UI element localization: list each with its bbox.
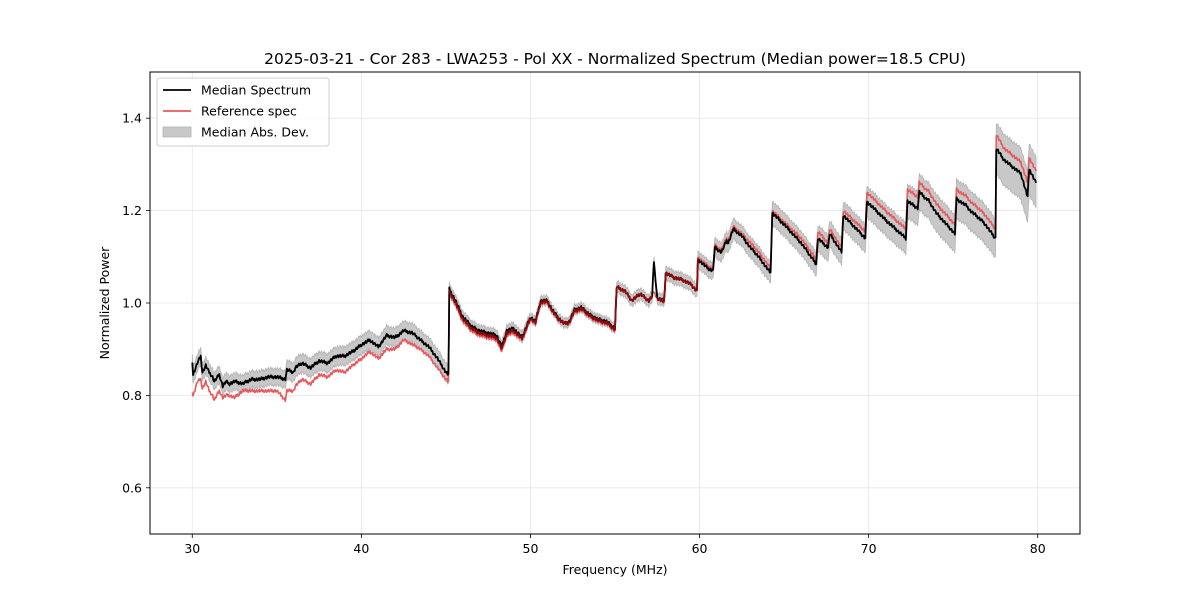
y-axis: 0.6 0.8 1.0 1.2 1.4 [122,111,150,495]
x-tick-label: 50 [523,541,539,556]
y-tick-label: 1.0 [122,296,142,311]
y-tick-label: 0.8 [122,388,142,403]
x-tick-label: 40 [353,541,369,556]
x-tick-label: 30 [184,541,200,556]
legend-reference-label: Reference spec [201,104,297,119]
x-tick-label: 80 [1030,541,1046,556]
legend-mad-swatch [162,126,192,138]
x-axis-label: Frequency (MHz) [562,562,667,577]
reference-spec-line [191,135,1037,403]
legend: Median Spectrum Reference spec Median Ab… [156,77,330,147]
chart-title: 2025-03-21 - Cor 283 - LWA253 - Pol XX -… [264,50,966,68]
legend-median-label: Median Spectrum [201,83,311,98]
x-axis: 30 40 50 60 70 80 [184,534,1046,556]
y-tick-label: 0.6 [122,480,142,495]
plot-area: 30 40 50 60 70 80 0.6 0.8 1.0 1.2 1.4 [122,71,1081,556]
legend-mad-label: Median Abs. Dev. [201,125,309,140]
x-tick-label: 60 [692,541,708,556]
grid [150,72,1080,534]
y-axis-label: Normalized Power [97,246,112,360]
legend-box [156,77,330,147]
y-tick-label: 1.4 [122,111,142,126]
x-tick-label: 70 [861,541,877,556]
y-tick-label: 1.2 [122,203,142,218]
overlap-line [448,258,699,350]
